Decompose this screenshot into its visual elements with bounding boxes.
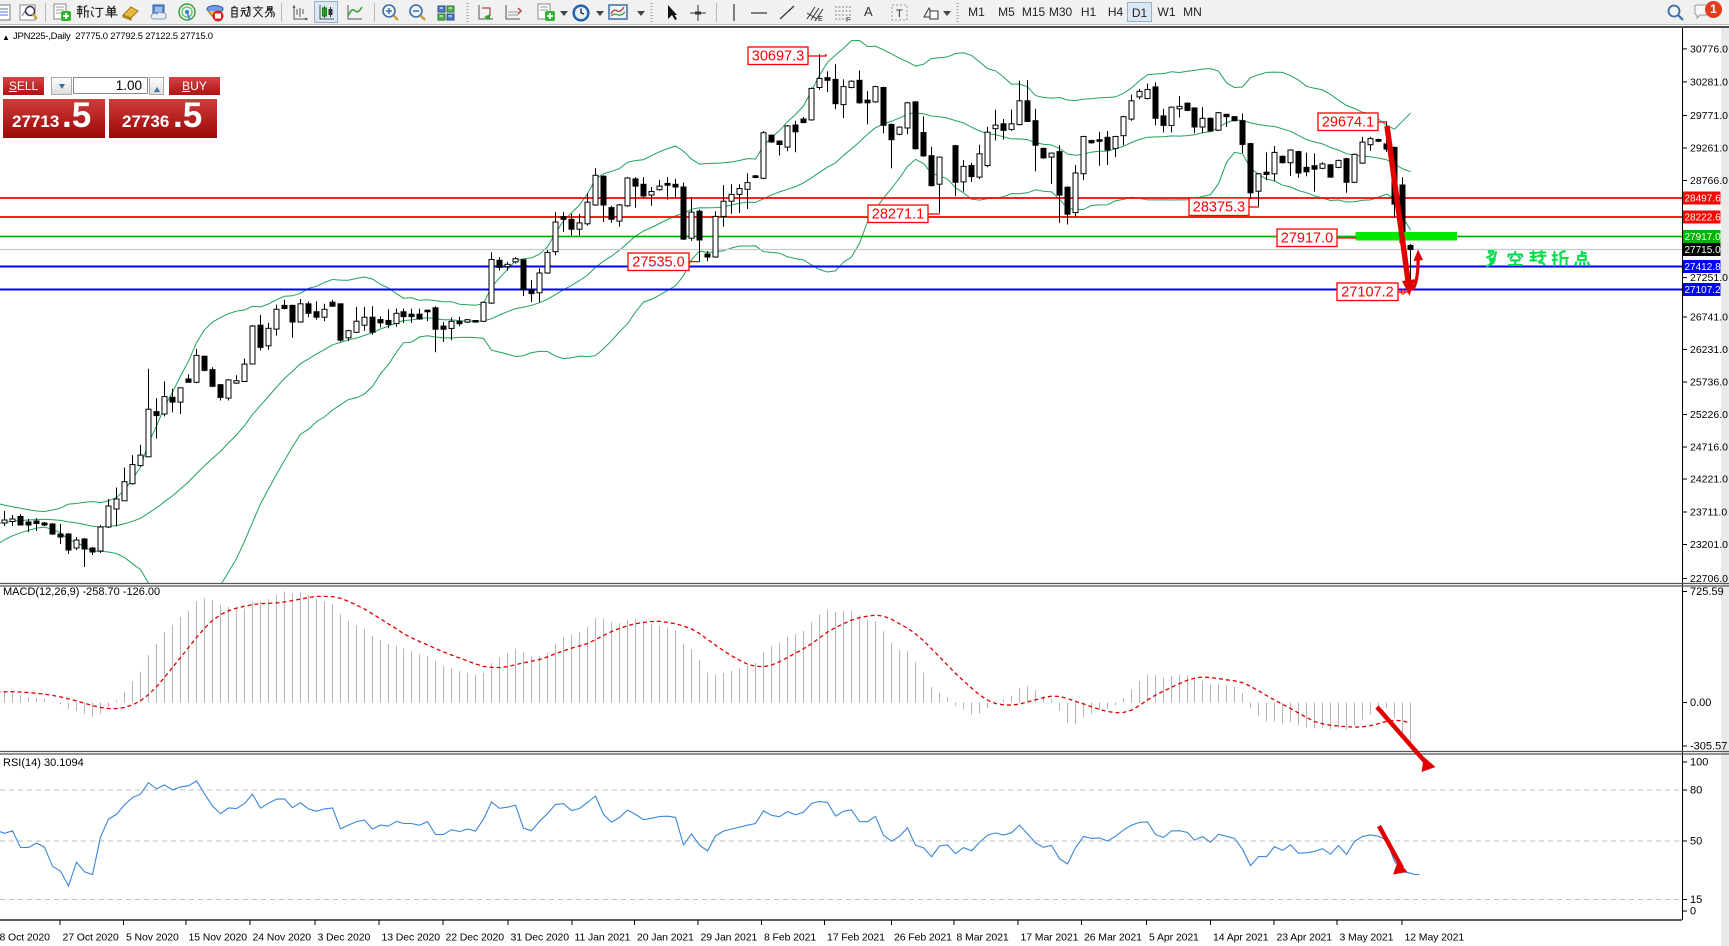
- svg-text:26231.0: 26231.0: [1690, 344, 1728, 356]
- svg-text:29771.0: 29771.0: [1690, 110, 1728, 122]
- svg-text:26741.0: 26741.0: [1690, 312, 1728, 324]
- svg-text:3 May 2021: 3 May 2021: [1340, 932, 1394, 944]
- svg-text:15 Nov 2020: 15 Nov 2020: [189, 932, 248, 944]
- svg-text:17 Feb 2021: 17 Feb 2021: [827, 932, 885, 944]
- svg-text:29 Jan 2021: 29 Jan 2021: [701, 932, 758, 944]
- svg-text:30281.0: 30281.0: [1690, 76, 1728, 88]
- svg-text:26 Mar 2021: 26 Mar 2021: [1084, 932, 1142, 944]
- svg-text:25226.0: 25226.0: [1690, 409, 1728, 421]
- svg-text:29261.0: 29261.0: [1690, 143, 1728, 155]
- svg-text:17 Mar 2021: 17 Mar 2021: [1021, 932, 1079, 944]
- svg-text:3 Dec 2020: 3 Dec 2020: [318, 932, 371, 944]
- svg-text:14 Apr 2021: 14 Apr 2021: [1213, 932, 1269, 944]
- svg-text:27412.8: 27412.8: [1685, 262, 1722, 273]
- svg-text:E: E: [818, 16, 823, 23]
- svg-text:24 Nov 2020: 24 Nov 2020: [253, 932, 312, 944]
- svg-text:30697.3: 30697.3: [752, 49, 804, 65]
- svg-text:15: 15: [1690, 894, 1702, 906]
- svg-text:25736.0: 25736.0: [1690, 377, 1728, 389]
- svg-text:8 Mar 2021: 8 Mar 2021: [957, 932, 1009, 944]
- svg-text:0: 0: [1690, 906, 1696, 918]
- svg-text:-305.57: -305.57: [1690, 741, 1727, 753]
- svg-text:28766.0: 28766.0: [1690, 175, 1728, 187]
- svg-text:28497.6: 28497.6: [1685, 194, 1722, 205]
- svg-text:8 Oct 2020: 8 Oct 2020: [0, 932, 50, 944]
- svg-text:0.00: 0.00: [1690, 697, 1711, 709]
- svg-text:30776.0: 30776.0: [1690, 43, 1728, 55]
- svg-text:RSI(14) 30.1094: RSI(14) 30.1094: [3, 757, 84, 769]
- svg-text:12 May 2021: 12 May 2021: [1405, 932, 1465, 944]
- svg-text:MACD(12,26,9) -258.70 -126.00: MACD(12,26,9) -258.70 -126.00: [3, 586, 160, 598]
- svg-text:27107.2: 27107.2: [1685, 285, 1722, 296]
- svg-text:24716.0: 24716.0: [1690, 442, 1728, 454]
- svg-text:27917.0: 27917.0: [1281, 231, 1333, 247]
- svg-text:22 Dec 2020: 22 Dec 2020: [446, 932, 505, 944]
- svg-text:22706.0: 22706.0: [1690, 573, 1728, 585]
- svg-text:27917.0: 27917.0: [1685, 232, 1722, 243]
- svg-text:26 Feb 2021: 26 Feb 2021: [894, 932, 952, 944]
- svg-text:5 Nov 2020: 5 Nov 2020: [126, 932, 179, 944]
- svg-text:28375.3: 28375.3: [1193, 200, 1245, 216]
- svg-text:F: F: [846, 17, 850, 23]
- svg-text:23 Apr 2021: 23 Apr 2021: [1277, 932, 1333, 944]
- svg-text:20 Jan 2021: 20 Jan 2021: [637, 932, 694, 944]
- svg-text:80: 80: [1690, 785, 1702, 797]
- svg-text:23201.0: 23201.0: [1690, 539, 1728, 551]
- svg-text:8 Feb 2021: 8 Feb 2021: [764, 932, 816, 944]
- svg-text:T: T: [896, 8, 903, 20]
- svg-text:50: 50: [1690, 836, 1702, 848]
- svg-text:27715.0: 27715.0: [1685, 245, 1722, 256]
- svg-text:24221.0: 24221.0: [1690, 474, 1728, 486]
- svg-text:11 Jan 2021: 11 Jan 2021: [575, 932, 631, 944]
- svg-text:100: 100: [1690, 757, 1708, 769]
- svg-text:27 Oct 2020: 27 Oct 2020: [63, 932, 119, 944]
- svg-text:13 Dec 2020: 13 Dec 2020: [382, 932, 441, 944]
- svg-text:725.59: 725.59: [1690, 586, 1724, 598]
- svg-text:27251.0: 27251.0: [1690, 272, 1728, 284]
- svg-text:27107.2: 27107.2: [1341, 285, 1393, 301]
- svg-text:5 Apr 2021: 5 Apr 2021: [1149, 932, 1199, 944]
- svg-text:28271.1: 28271.1: [872, 207, 924, 223]
- svg-text:23711.0: 23711.0: [1690, 507, 1727, 519]
- svg-text:31 Dec 2020: 31 Dec 2020: [511, 932, 570, 944]
- svg-text:29674.1: 29674.1: [1322, 115, 1374, 131]
- svg-text:28222.6: 28222.6: [1685, 213, 1722, 224]
- svg-text:27535.0: 27535.0: [632, 255, 684, 271]
